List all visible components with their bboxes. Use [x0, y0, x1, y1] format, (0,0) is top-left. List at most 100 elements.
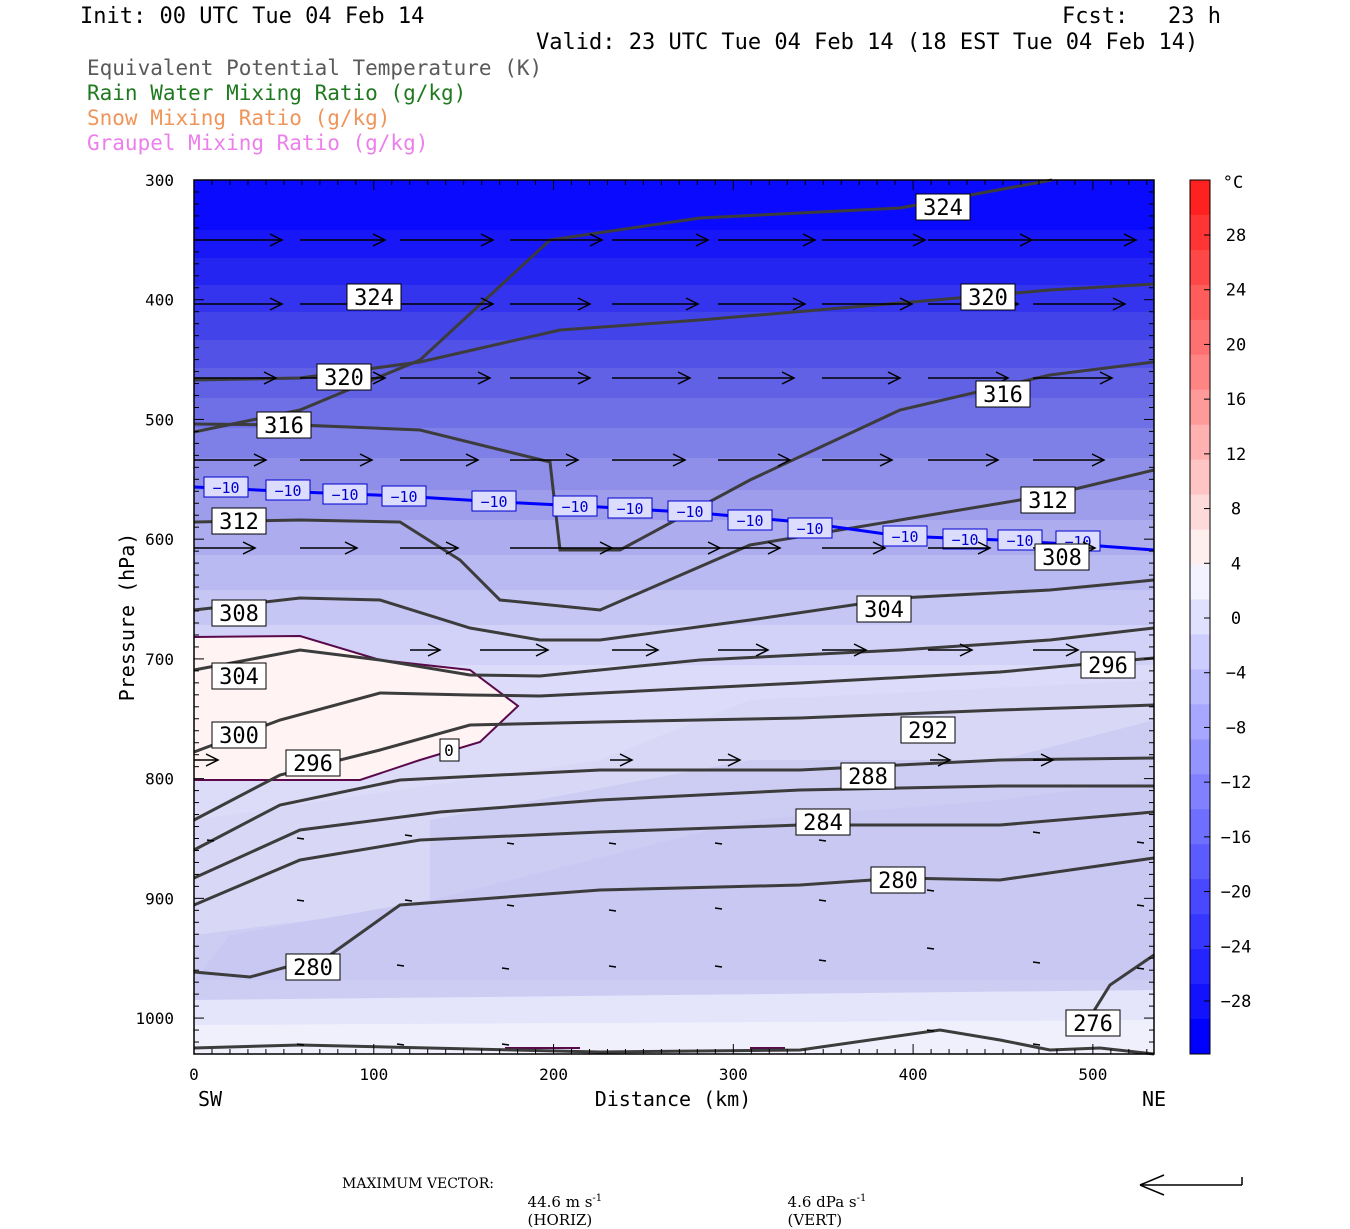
theta-e-label-text: 320 [968, 286, 1008, 311]
wind-vector-head [1091, 453, 1106, 467]
temp-band [194, 590, 1154, 625]
theta-e-label-box [1065, 1009, 1121, 1037]
wind-vector [822, 453, 894, 467]
wind-vector [718, 643, 770, 657]
x-start-label: SW [198, 1087, 223, 1111]
isotherm-label-text: −10 [676, 503, 703, 521]
wind-vector-head [372, 371, 387, 385]
y-tick-label: 400 [145, 291, 174, 310]
theta-e-label: 280 [870, 866, 926, 894]
theta-e-label-box [211, 599, 267, 627]
wind-vector [926, 889, 935, 892]
wind-vector-head [887, 371, 902, 385]
colorbar-label: 20 [1226, 335, 1246, 355]
vert-value: 4.6 dPa s [787, 1193, 857, 1211]
wind-vector-head [695, 233, 710, 247]
theta-e-label: 276 [1065, 1009, 1121, 1037]
temp-band [194, 230, 1154, 258]
wind-vector [404, 899, 413, 902]
wind-vector [194, 233, 284, 247]
wind-vector [194, 541, 257, 555]
theta-e-label-text: 280 [878, 869, 918, 894]
theta-e-contour [193, 468, 1155, 612]
theta-e-label: 308 [1034, 543, 1090, 571]
isotherm-label: −10 [381, 485, 427, 507]
legend-rain: Rain Water Mixing Ratio (g/kg) [87, 81, 467, 105]
colorbar-label: 28 [1226, 226, 1246, 246]
wind-vector [296, 899, 305, 902]
isotherm-label-box [381, 485, 427, 507]
plot-frame [193, 179, 1155, 1055]
wind-vector [400, 233, 495, 247]
vert-exponent: -1 [856, 1193, 867, 1204]
wind-vector-head [480, 233, 495, 247]
wind-vector-head [535, 643, 550, 657]
theta-e-contour [193, 784, 1154, 880]
isotherm-label-box [607, 497, 653, 519]
colorbar-segment [1190, 669, 1210, 705]
theta-e-label-text: 284 [803, 811, 843, 836]
wind-vector-head [959, 643, 974, 657]
theta-e-label-text: 300 [219, 724, 259, 749]
theta-e-contour [193, 1028, 1155, 1056]
cross-section-chart: −10 −10 −10 −10 −10 −10 −10 −10 −10 −10 −10 −10 −10 −… [115, 171, 1252, 1111]
theta-e-label: 304 [211, 662, 267, 690]
colorbar-unit: °C [1223, 173, 1243, 193]
colorbar-segment [1190, 1019, 1210, 1055]
colorbar-label: −16 [1221, 828, 1252, 848]
theta-e-label-box [960, 283, 1016, 311]
colorbar-label: −20 [1221, 883, 1252, 903]
isotherm-label: −10 [322, 483, 368, 505]
theta-e-label-box [285, 749, 341, 777]
wind-vector [206, 839, 215, 842]
colorbar-segment [1190, 809, 1210, 845]
theta-e-label-box [840, 762, 896, 790]
wind-vector-head [755, 643, 770, 657]
isotherm-label-text: −10 [736, 512, 763, 530]
horiz-vector-value: 44.6 m s-1 (HORIZ) [518, 1175, 603, 1229]
wind-vector-head [1112, 297, 1127, 311]
wind-vector [926, 1029, 935, 1032]
wind-vector [194, 753, 220, 767]
isotherm-label-text: −10 [796, 520, 823, 538]
wind-vector [612, 233, 710, 247]
wind-vector-head [445, 541, 460, 555]
theta-e-label-box [856, 595, 912, 623]
theta-e-label: 284 [795, 808, 851, 836]
wind-vector [818, 959, 827, 962]
wind-vector [714, 965, 723, 968]
theta-e-contour [193, 578, 1155, 642]
wind-vector [506, 904, 515, 907]
wind-vector [1033, 643, 1080, 657]
colorbar-segment [1190, 774, 1210, 810]
x-tick-label: 400 [899, 1065, 928, 1084]
isotherm-label-text: −10 [1006, 532, 1033, 550]
colorbar-segment [1190, 949, 1210, 985]
wind-vector [718, 753, 742, 767]
theta-e-label-box [915, 193, 971, 221]
wind-vector [1033, 233, 1138, 247]
theta-e-label-box [1020, 486, 1076, 514]
wind-vector-head [1123, 233, 1138, 247]
wind-vector-head [619, 753, 634, 767]
temp-band [194, 1020, 1154, 1054]
wind-vector-head [792, 297, 807, 311]
wind-vector [822, 233, 927, 247]
theta-e-label-text: 296 [293, 752, 333, 777]
isotherm-label: −10 [265, 479, 311, 501]
wind-vector [510, 371, 592, 385]
isotherm-label-text: −10 [331, 486, 358, 504]
colorbar-label: 8 [1231, 500, 1241, 520]
temp-band [194, 780, 1154, 980]
isotherm-label-text: −10 [951, 531, 978, 549]
isotherm-label: −10 [997, 529, 1043, 551]
colorbar-label: −12 [1221, 773, 1252, 793]
wind-vector [400, 371, 492, 385]
isotherm-label-box [997, 529, 1043, 551]
wind-vector [926, 947, 935, 950]
wind-vector [714, 842, 723, 845]
wind-vector [612, 371, 692, 385]
wind-vector [510, 233, 604, 247]
wind-vector [612, 453, 687, 467]
wind-vector-head [727, 753, 742, 767]
